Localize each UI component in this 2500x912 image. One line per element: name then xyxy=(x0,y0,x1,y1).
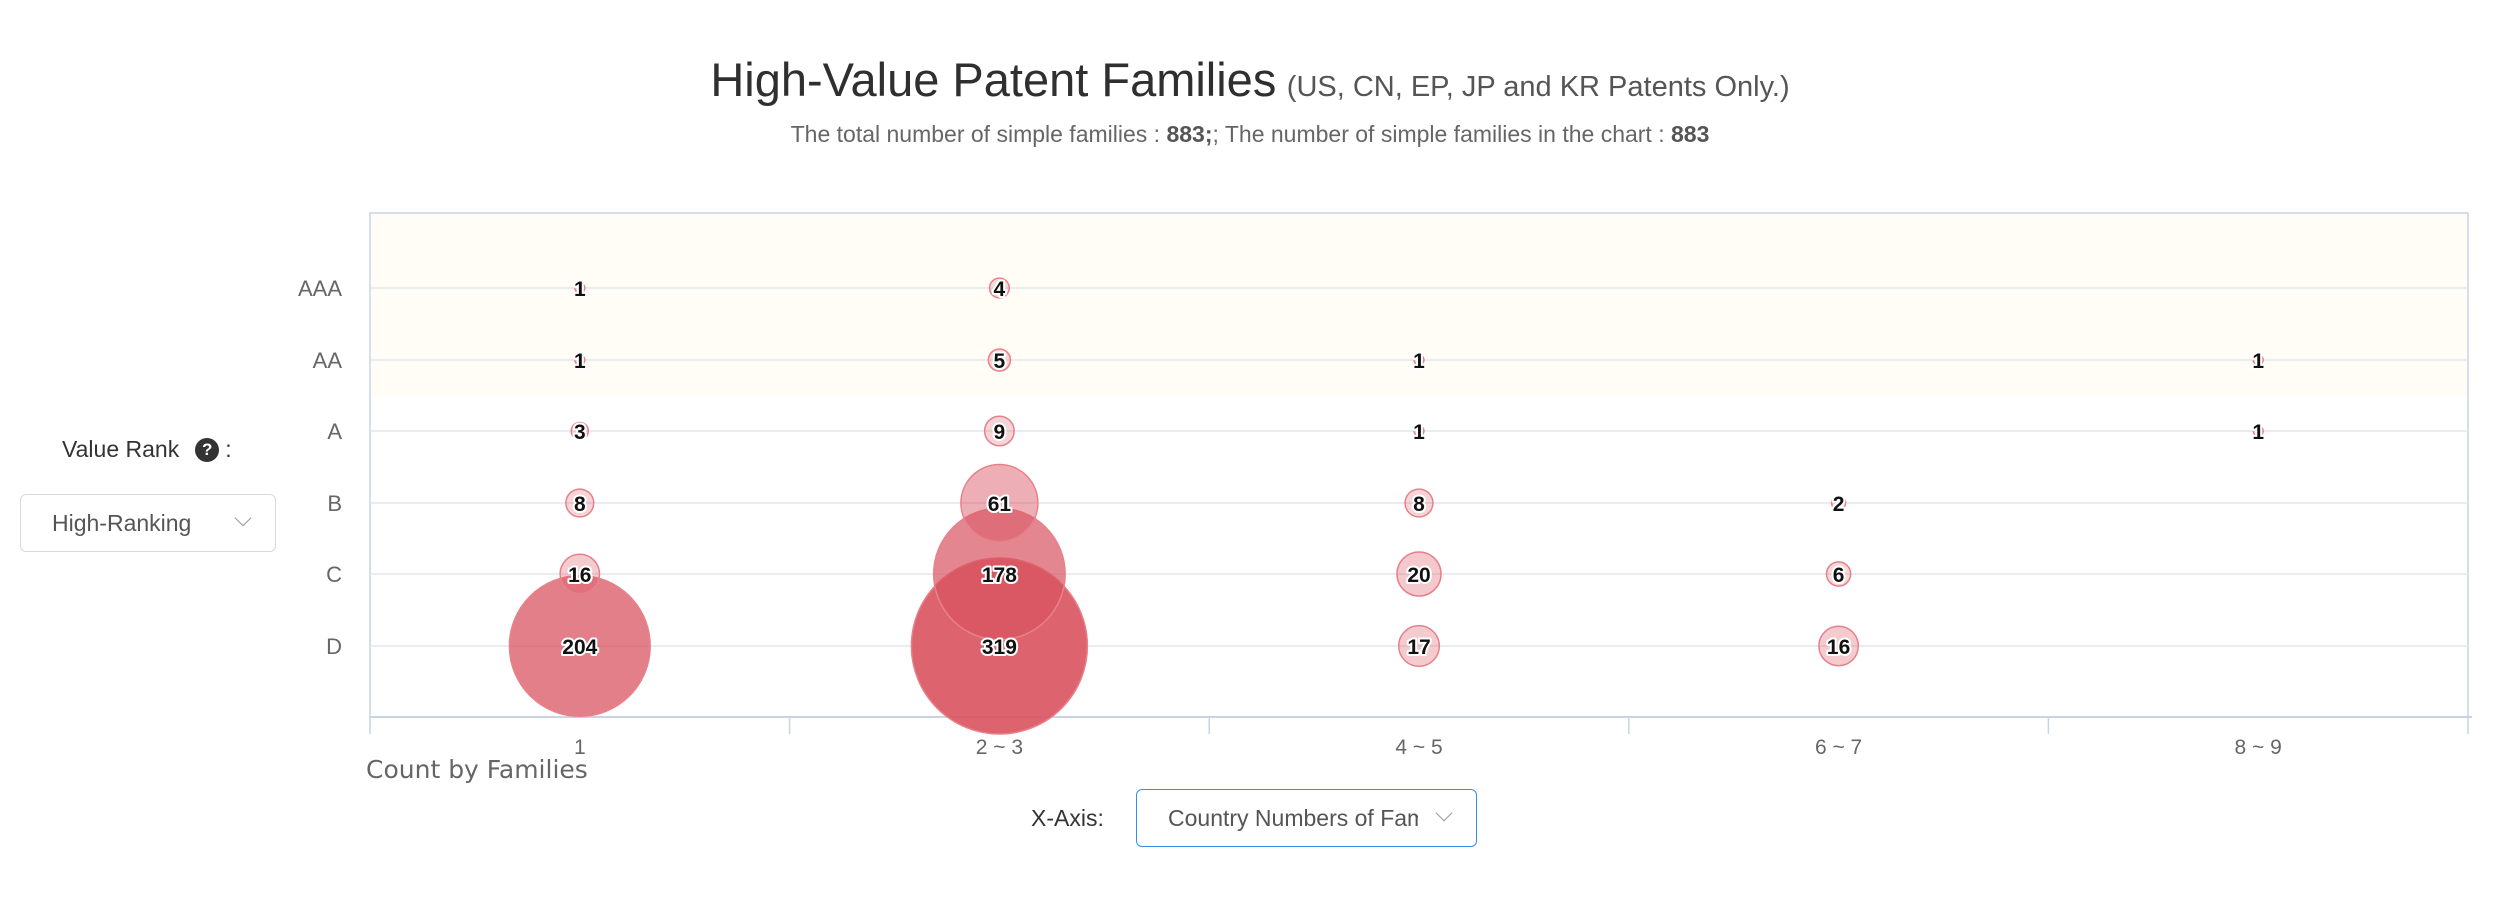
bubble xyxy=(1404,488,1434,518)
x-axis-selected: Country Numbers of Families xyxy=(1168,804,1418,831)
data-label: 2 xyxy=(1833,493,1845,516)
data-label: 8 xyxy=(1413,493,1425,516)
data-label: 4 xyxy=(994,278,1006,301)
data-label: 6 xyxy=(1833,564,1845,587)
data-label: 319 xyxy=(982,636,1017,659)
x-tick-label: 8 ~ 9 xyxy=(2235,736,2282,759)
x-axis-select[interactable]: Country Numbers of Families xyxy=(1136,789,1477,847)
x-axis-select-label: X-Axis: xyxy=(1031,805,1104,831)
data-label: 1 xyxy=(2252,350,2264,373)
bubble xyxy=(565,488,595,518)
bubble xyxy=(1825,561,1852,587)
families-in-chart-value: 883 xyxy=(1671,121,1710,147)
total-families-value: 883 xyxy=(1166,121,1205,147)
y-tick-label: A xyxy=(327,419,342,444)
data-label: 1 xyxy=(1413,350,1425,373)
bubble xyxy=(960,463,1039,543)
value-rank-selected: High-Ranking xyxy=(52,509,192,536)
bubble xyxy=(508,574,651,718)
chart-subtitle: (US, CN, EP, JP and KR Patents Only.) xyxy=(1286,71,1790,103)
bubble xyxy=(574,354,586,366)
y-tick-label: D xyxy=(326,634,342,659)
data-label: 1 xyxy=(2252,421,2264,444)
x-tick-label: 6 ~ 7 xyxy=(1815,736,1862,759)
y-tick-label: AA xyxy=(313,348,343,373)
bubble xyxy=(559,553,601,595)
x-tick-label: 4 ~ 5 xyxy=(1395,736,1442,759)
y-tick-label: B xyxy=(327,491,342,516)
bubble xyxy=(2252,425,2264,437)
data-label: 1 xyxy=(574,278,586,301)
data-label: 17 xyxy=(1407,636,1430,659)
data-label: 1 xyxy=(574,350,586,373)
data-label: 1 xyxy=(1413,421,1425,444)
data-label: 16 xyxy=(568,564,591,587)
stats-separator: ; xyxy=(1204,121,1213,147)
bubble xyxy=(1413,425,1425,437)
data-label: 5 xyxy=(994,350,1006,373)
x-axis-title: Count by Families xyxy=(366,755,588,784)
data-label: 20 xyxy=(1407,564,1430,587)
bubble xyxy=(570,421,590,441)
family-stats: The total number of simple families : 88… xyxy=(0,121,2500,148)
data-label: 16 xyxy=(1827,636,1850,659)
data-label: 8 xyxy=(574,493,586,516)
value-rank-colon: : xyxy=(225,436,232,462)
bubble xyxy=(574,282,586,294)
value-rank-label: Value Rank ? : xyxy=(62,436,232,463)
data-label: 204 xyxy=(562,636,597,659)
bubble xyxy=(988,277,1011,299)
data-label: 9 xyxy=(994,421,1006,444)
bubble xyxy=(2252,354,2264,366)
chevron-down-icon xyxy=(1435,804,1453,822)
value-rank-select[interactable]: High-Ranking xyxy=(20,494,276,552)
stats-prefix: The total number of simple families : xyxy=(790,121,1167,147)
y-tick-label: C xyxy=(326,562,342,587)
data-label: 178 xyxy=(982,564,1017,587)
bubble xyxy=(1818,625,1860,667)
chart-title: High-Value Patent Families xyxy=(710,53,1277,106)
bubble xyxy=(1413,354,1425,366)
x-tick-label: 1 xyxy=(574,736,586,759)
x-tick-label: 2 ~ 3 xyxy=(976,736,1023,759)
data-label: 61 xyxy=(988,493,1012,516)
y-tick-label: AAA xyxy=(298,276,342,301)
bubble xyxy=(1397,624,1441,668)
data-label: 3 xyxy=(574,421,586,444)
bubble xyxy=(987,348,1012,372)
value-rank-text: Value Rank xyxy=(62,436,180,462)
bubble xyxy=(1830,495,1847,511)
stats-middle: ; The number of simple families in the c… xyxy=(1212,121,1671,147)
chart-title-row: High-Value Patent Families (US, CN, EP, … xyxy=(0,52,2500,107)
bubble xyxy=(932,507,1066,641)
help-icon[interactable]: ? xyxy=(195,437,220,462)
bubble xyxy=(1396,551,1442,597)
bubble xyxy=(983,415,1015,447)
